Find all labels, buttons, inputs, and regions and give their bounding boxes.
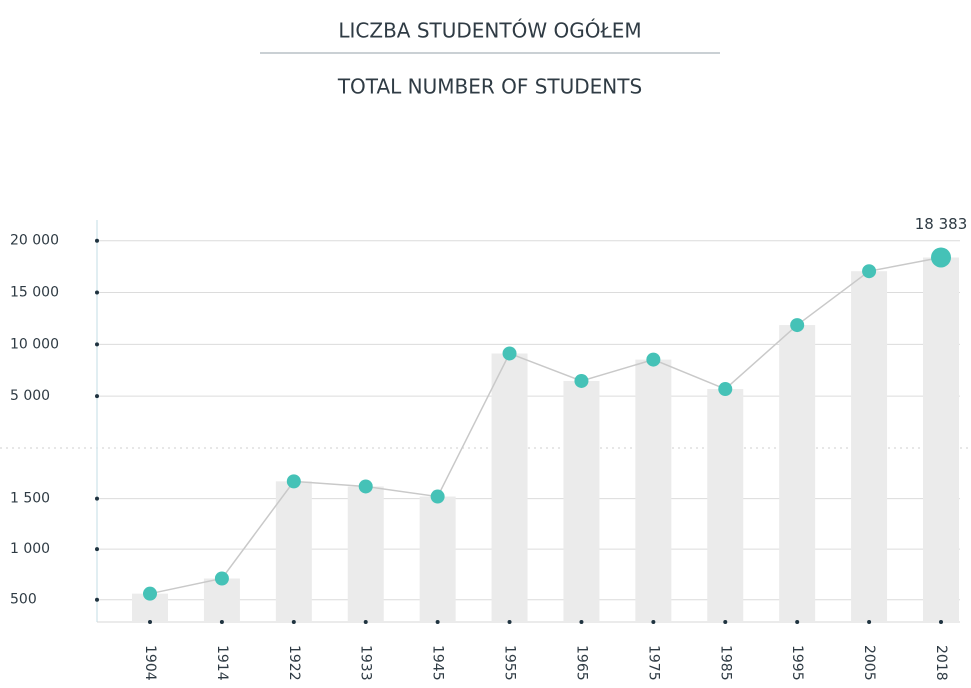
bar	[203, 578, 240, 622]
marker	[430, 489, 445, 504]
marker	[646, 352, 661, 367]
marker	[862, 264, 877, 279]
tick-dot	[95, 547, 99, 552]
bar	[347, 486, 384, 622]
x-tick-dot	[651, 620, 656, 624]
x-tick-label: 1975	[645, 645, 661, 681]
bar	[491, 353, 528, 622]
y-tick-label: 10 000	[10, 336, 59, 352]
x-tick-label: 1995	[789, 645, 805, 681]
bar	[419, 496, 456, 622]
x-tick-dot	[507, 620, 512, 624]
x-tick-dot	[867, 620, 872, 624]
marker	[143, 586, 157, 601]
x-tick-label: 2005	[861, 645, 877, 681]
marker	[790, 318, 805, 333]
x-tick-dot	[435, 620, 440, 624]
x-tick-dot	[148, 620, 152, 624]
x-tick-dot	[579, 620, 584, 624]
marker	[286, 474, 301, 489]
y-tick-label: 5 000	[10, 388, 50, 404]
x-tick-label: 2018	[933, 645, 949, 681]
y-tick-label: 500	[10, 592, 37, 608]
marker	[574, 373, 589, 388]
marker	[214, 571, 229, 586]
x-tick-label: 1955	[502, 645, 518, 681]
x-tick-dot	[723, 620, 728, 624]
marker	[358, 479, 373, 494]
tick-dot	[95, 238, 99, 243]
tick-dot	[95, 597, 99, 602]
tick-dot	[95, 290, 99, 295]
x-tick-label: 1922	[286, 645, 302, 681]
y-tick-label: 1 500	[10, 491, 50, 507]
line	[149, 256, 942, 595]
marker	[931, 247, 951, 268]
chart-subtitle: TOTAL NUMBER OF STUDENTS	[337, 75, 642, 99]
chart-title: LICZBA STUDENTÓW OGÓŁEM	[338, 19, 641, 43]
tick-dot	[95, 394, 99, 399]
marker	[718, 382, 733, 397]
bar	[851, 271, 888, 622]
x-tick-dot	[291, 620, 296, 624]
bar	[275, 481, 312, 622]
x-tick-dot	[363, 620, 368, 624]
x-tick-label: 1904	[142, 645, 158, 681]
y-tick-label: 1 000	[10, 541, 50, 557]
x-tick-label: 1985	[717, 645, 733, 681]
x-tick-dot	[939, 620, 943, 624]
bar	[563, 380, 600, 622]
bar	[707, 389, 744, 622]
x-tick-dot	[795, 620, 800, 624]
marker	[502, 346, 517, 361]
y-tick-label: 15 000	[10, 285, 59, 301]
x-tick-dot	[219, 620, 224, 624]
x-tick-label: 1933	[358, 645, 374, 681]
x-tick-label: 1914	[214, 645, 230, 681]
y-tick-label: 20 000	[10, 233, 59, 249]
tick-dot	[95, 496, 99, 501]
x-tick-label: 1945	[430, 645, 446, 681]
tick-dot	[95, 342, 99, 347]
bar	[635, 359, 672, 622]
bar	[779, 325, 816, 622]
data-label: 18 383	[915, 215, 968, 233]
x-tick-label: 1965	[573, 645, 589, 681]
bar	[923, 257, 959, 622]
